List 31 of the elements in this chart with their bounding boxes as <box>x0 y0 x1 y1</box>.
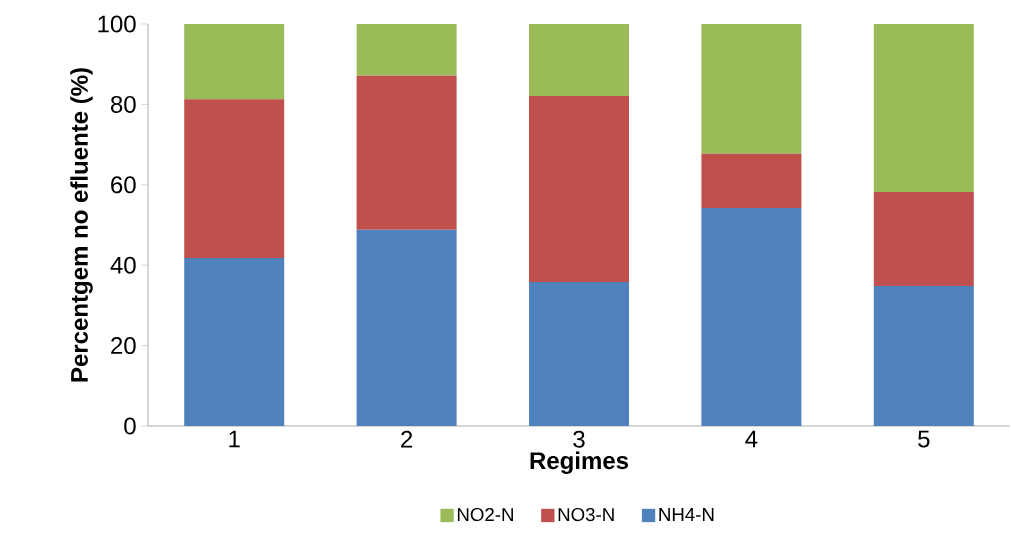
bar <box>184 23 285 100</box>
bar <box>701 23 802 154</box>
legend-label: NH4-N <box>659 508 714 521</box>
bar <box>184 257 285 426</box>
bar <box>701 153 802 209</box>
bar <box>356 23 457 76</box>
bar <box>356 229 457 426</box>
y-tick-label: 60 <box>111 176 136 194</box>
bar <box>529 23 629 96</box>
legend-label: NO3-N <box>558 507 614 522</box>
bar <box>356 75 457 230</box>
x-tick-label: 5 <box>918 430 930 448</box>
x-tick-label: 1 <box>229 430 240 448</box>
legend-label: NO2-N <box>457 507 513 522</box>
x-tick-label: 3 <box>573 430 585 448</box>
bar <box>184 99 285 258</box>
bar <box>529 95 629 283</box>
y-tick-label: 100 <box>98 15 136 33</box>
bar <box>873 286 974 426</box>
x-axis-title: Regimes <box>530 451 629 474</box>
bar <box>529 282 629 426</box>
y-axis-title: Percentgem no efluente (%) <box>70 68 93 382</box>
bar <box>701 208 802 426</box>
bar <box>873 23 974 193</box>
y-tick-label: 80 <box>110 95 136 113</box>
bar <box>873 192 974 287</box>
x-tick-label: 2 <box>401 430 413 448</box>
x-tick-label: 4 <box>745 430 758 448</box>
y-tick-label: 20 <box>111 337 136 355</box>
y-tick-label: 40 <box>110 256 136 274</box>
y-tick-label: 0 <box>124 417 136 435</box>
